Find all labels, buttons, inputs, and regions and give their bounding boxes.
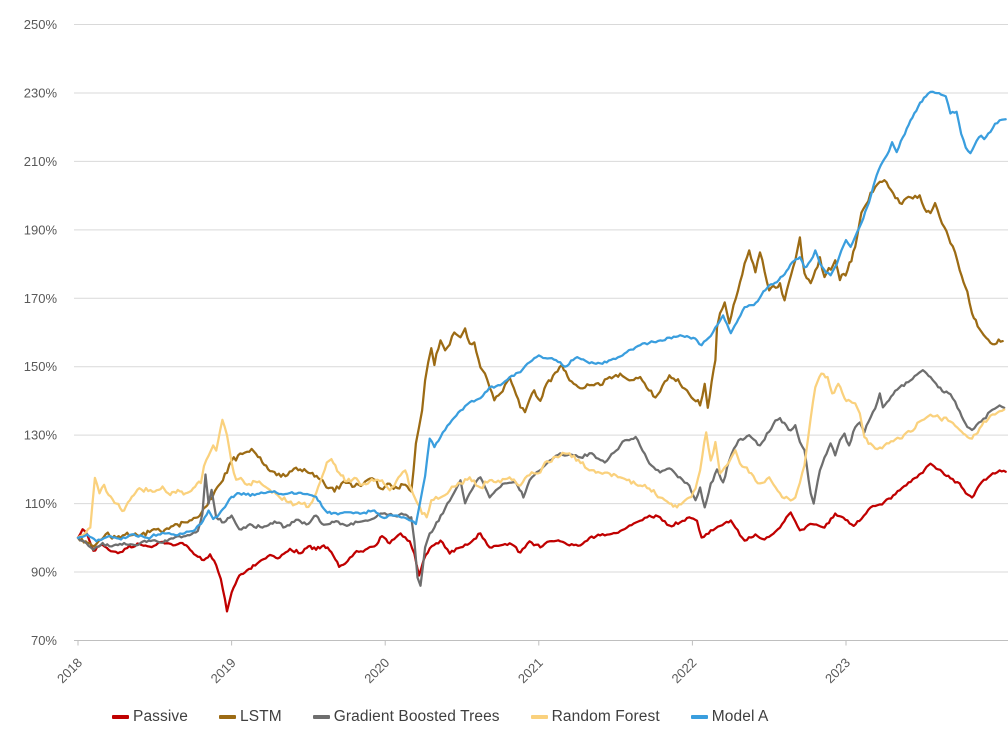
series-line-lstm	[76, 179, 1004, 548]
legend-item-random-forest: Random Forest	[530, 708, 660, 726]
y-axis-label: 210%	[24, 154, 58, 169]
random-forest-swatch-icon	[530, 715, 548, 719]
legend-item-gradient-boosted-trees: Gradient Boosted Trees	[312, 708, 500, 726]
y-axis-label: 110%	[25, 496, 58, 511]
legend-label: Random Forest	[551, 708, 660, 725]
y-axis-label: 190%	[24, 222, 58, 237]
legend-label: Gradient Boosted Trees	[333, 708, 500, 725]
x-axis-label: 2019	[208, 655, 239, 686]
legend-item-lstm: LSTM	[218, 708, 282, 726]
y-axis-label: 150%	[24, 359, 58, 374]
y-axis-label: 70%	[31, 633, 57, 648]
y-axis-label: 130%	[24, 428, 58, 443]
y-axis-label: 230%	[24, 85, 58, 100]
x-axis-label: 2021	[515, 655, 546, 686]
legend-label: Passive	[133, 708, 188, 725]
legend-label: LSTM	[239, 708, 282, 725]
plot-area: 250% 230% 210% 190% 170% 150% 130% 110% 90% 70% 20…	[24, 17, 1008, 686]
x-axis-label: 2020	[361, 655, 392, 686]
legend-item-passive: Passive	[112, 708, 188, 726]
lstm-swatch-icon	[218, 715, 236, 719]
legend-label: Model A	[711, 708, 769, 725]
y-axis-label: 90%	[31, 565, 57, 580]
legend-item-model-a: Model A	[690, 708, 769, 726]
y-axis-label: 250%	[24, 17, 58, 32]
gradient-boosted-trees-swatch-icon	[312, 715, 330, 719]
passive-swatch-icon	[112, 715, 129, 719]
series-line-model-a	[76, 90, 1007, 543]
y-axis-label: 170%	[24, 291, 58, 306]
x-axis-label: 2023	[822, 655, 853, 686]
series-line-random-forest	[76, 372, 1006, 539]
series-line-gradient-boosted-trees	[76, 368, 1006, 587]
series-line-passive	[76, 462, 1007, 613]
x-axis-label: 2018	[54, 655, 85, 686]
x-axis-label: 2022	[668, 655, 699, 686]
chart-legend: Passive LSTM Gradient Boosted Trees Random …	[0, 701, 1008, 733]
model-a-swatch-icon	[690, 715, 708, 719]
